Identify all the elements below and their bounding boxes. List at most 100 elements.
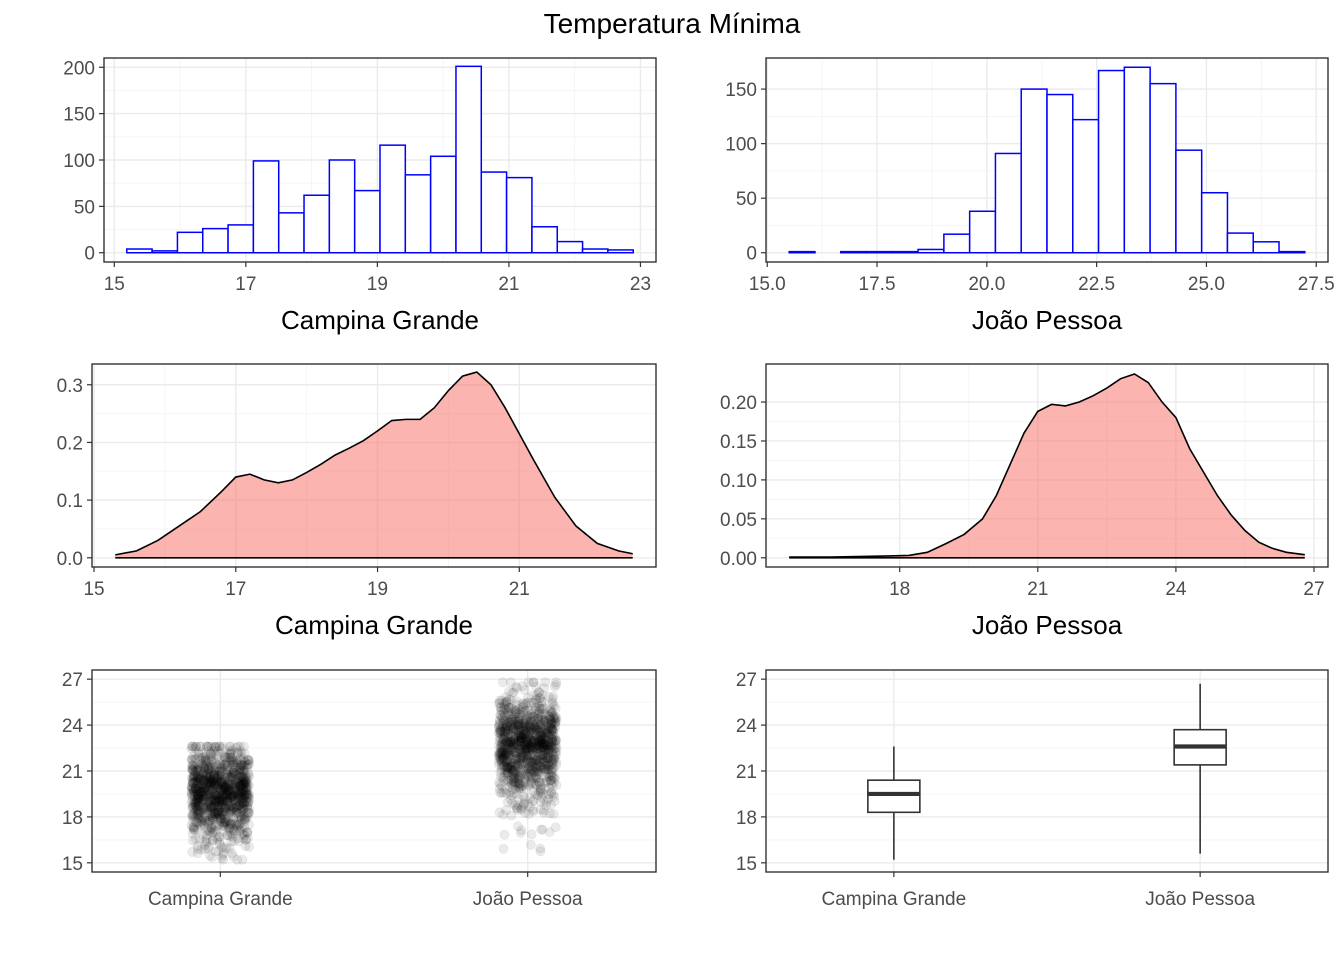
jitter-point bbox=[211, 808, 222, 819]
jitter-point bbox=[215, 795, 226, 805]
histogram-bar bbox=[531, 226, 558, 254]
jitter-point bbox=[243, 807, 254, 818]
jitter-point bbox=[238, 798, 249, 809]
jitter-point bbox=[241, 781, 252, 792]
jitter-point bbox=[213, 807, 223, 818]
jitter-point bbox=[241, 834, 251, 845]
jitter-point bbox=[238, 810, 249, 821]
jitter-point bbox=[189, 805, 200, 816]
jitter-point bbox=[204, 768, 215, 779]
jitter-point bbox=[202, 778, 213, 789]
jitter-point bbox=[190, 763, 201, 774]
jitter-point bbox=[228, 851, 239, 862]
jitter-point bbox=[494, 715, 505, 725]
jitter-point bbox=[216, 795, 227, 805]
jitter-point bbox=[222, 761, 233, 772]
jitter-point bbox=[206, 792, 217, 802]
histogram-bar bbox=[1252, 241, 1280, 254]
jitter-point bbox=[187, 774, 198, 785]
jitter-point bbox=[197, 794, 208, 805]
jitter-point bbox=[213, 832, 224, 843]
jitter-point bbox=[231, 770, 242, 781]
jitter-point bbox=[231, 800, 242, 811]
jitter-point bbox=[202, 796, 213, 807]
histogram-bar bbox=[404, 174, 432, 254]
jitter-point bbox=[242, 827, 253, 838]
jitter-point bbox=[233, 785, 243, 796]
jitter-point bbox=[209, 806, 220, 817]
jitter-point bbox=[208, 801, 219, 811]
jitter-point bbox=[222, 772, 233, 783]
jitter-point bbox=[193, 796, 204, 807]
x-axis-title: Campina Grande bbox=[281, 305, 479, 335]
jitter-point bbox=[199, 783, 210, 794]
x-tick-label: João Pessoa bbox=[473, 889, 583, 910]
histogram-bar bbox=[1020, 88, 1048, 254]
jitter-point bbox=[209, 772, 220, 783]
jitter-point bbox=[195, 766, 206, 776]
jitter-point bbox=[225, 819, 236, 829]
jitter-point bbox=[188, 770, 199, 781]
jitter-point bbox=[231, 808, 242, 818]
jitter-point bbox=[215, 759, 225, 770]
jitter-point bbox=[208, 775, 219, 786]
jitter-point bbox=[228, 825, 239, 835]
jitter-point bbox=[215, 768, 226, 779]
jitter-point bbox=[211, 790, 222, 801]
jitter-point bbox=[191, 817, 202, 828]
jitter-point bbox=[236, 781, 246, 792]
jitter-point bbox=[224, 777, 235, 788]
jitter-point bbox=[220, 782, 230, 792]
jitter-point bbox=[236, 813, 247, 824]
jitter-point bbox=[205, 788, 215, 799]
histogram-bar bbox=[994, 152, 1022, 254]
jitter-point bbox=[204, 825, 215, 836]
jitter-point bbox=[216, 787, 227, 797]
panel-1: 15 17 19 21 23 0 50 100 150 200 Campina Grande bbox=[63, 57, 657, 335]
jitter-point bbox=[231, 762, 241, 773]
jitter-point bbox=[240, 780, 251, 791]
jitter-point bbox=[189, 772, 200, 783]
jitter-point bbox=[212, 809, 223, 820]
jitter-point bbox=[206, 800, 217, 811]
jitter-point bbox=[237, 798, 248, 809]
jitter-point bbox=[190, 799, 200, 810]
jitter-point bbox=[232, 756, 242, 767]
jitter-point bbox=[192, 791, 203, 802]
jitter-point bbox=[226, 788, 236, 799]
jitter-point bbox=[199, 782, 210, 793]
jitter-point bbox=[192, 774, 203, 785]
jitter-point bbox=[204, 764, 215, 775]
jitter-point bbox=[228, 759, 238, 770]
jitter-point bbox=[243, 767, 254, 778]
jitter-point bbox=[241, 775, 252, 786]
panel-5: 15 18 21 24 27 Campina Grande João Pessoa bbox=[62, 669, 657, 910]
jitter-point bbox=[237, 771, 248, 782]
jitter-point bbox=[193, 801, 204, 811]
jitter-point bbox=[207, 792, 218, 803]
histogram-bar bbox=[151, 250, 179, 254]
jitter-point bbox=[193, 792, 204, 803]
jitter-point bbox=[198, 761, 209, 772]
jitter-point bbox=[207, 810, 217, 821]
jitter-point bbox=[188, 777, 199, 788]
jitter-point bbox=[220, 783, 231, 794]
jitter-point bbox=[546, 723, 557, 734]
jitter-point bbox=[236, 748, 247, 759]
jitter-point bbox=[211, 789, 222, 800]
jitter-point bbox=[199, 795, 209, 806]
jitter-point bbox=[203, 788, 214, 799]
jitter-point bbox=[225, 817, 236, 827]
jitter-point bbox=[189, 778, 199, 789]
jitter-point bbox=[206, 777, 217, 788]
jitter-point bbox=[222, 770, 233, 781]
jitter-point bbox=[229, 782, 240, 793]
jitter-point bbox=[194, 800, 205, 811]
jitter-point bbox=[230, 783, 241, 794]
jitter-point bbox=[193, 809, 204, 820]
jitter-point bbox=[215, 839, 226, 850]
jitter-point bbox=[238, 765, 249, 776]
jitter-point bbox=[228, 765, 239, 776]
x-tick-label: 24 bbox=[1165, 579, 1187, 600]
jitter-point bbox=[227, 759, 238, 770]
